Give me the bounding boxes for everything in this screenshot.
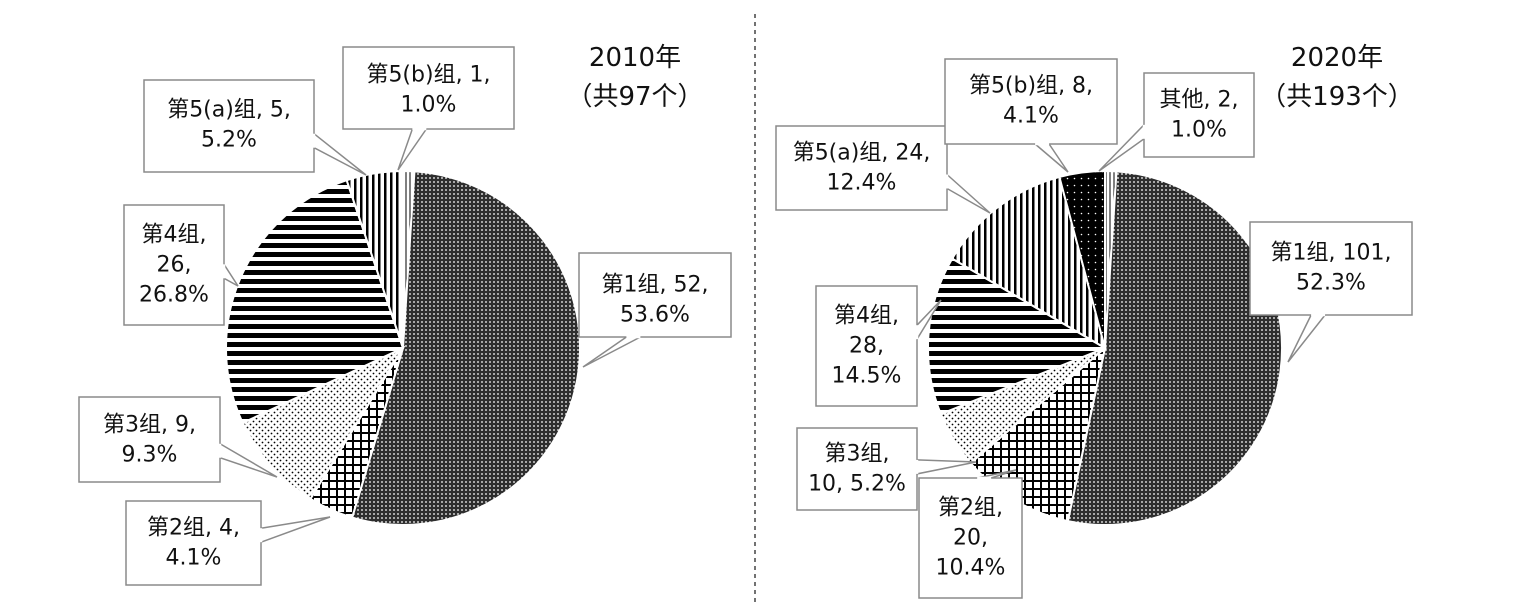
slice-label: 1.0%	[1171, 118, 1227, 143]
pie-slice	[345, 169, 404, 349]
callout-pointer	[1033, 143, 1069, 173]
pie-chart-2020: 2020年 （共193个） 其他, 2, 1.0% 第1组, 101, 52.3% 第2组,…	[775, 43, 1414, 599]
slice-label: 第5(a)组, 24,	[793, 141, 931, 166]
callout-pointer	[397, 128, 428, 171]
slice-label: 1.0%	[401, 93, 457, 118]
slice-label: 其他, 2,	[1160, 88, 1239, 113]
callout-box	[944, 58, 1118, 145]
callout-pointer	[916, 459, 977, 475]
callout-box	[125, 500, 262, 586]
slice-label: 第5(b)组, 8,	[969, 74, 1093, 99]
slice-label: 20,	[953, 526, 988, 551]
slice-label: 10, 5.2%	[808, 472, 906, 497]
slice-label: 53.6%	[620, 303, 690, 328]
slice-label: 第3组,	[825, 442, 890, 467]
callout-pointer	[223, 261, 239, 287]
callout-box	[123, 204, 225, 326]
callout-pointer	[1287, 314, 1327, 363]
slice-label: 5.2%	[201, 128, 257, 153]
callout-box	[796, 427, 918, 511]
callout-box	[815, 285, 918, 407]
callout-box	[918, 477, 1023, 599]
slice-label: 第2组,	[938, 496, 1003, 521]
slice-label: 14.5%	[832, 364, 902, 389]
slice-label: 4.1%	[1003, 104, 1059, 129]
pie-slice	[350, 170, 581, 526]
pie-slice	[241, 345, 406, 501]
slice-callout: 第5(b)组, 8, 4.1%	[944, 58, 1118, 173]
slice-callout: 第5(b)组, 1, 1.0%	[342, 46, 515, 171]
slice-callout: 第4组, 28, 14.5%	[815, 285, 942, 407]
callout-box	[143, 79, 315, 173]
slice-callout: 第2组, 4, 4.1%	[125, 500, 331, 586]
pie-slice	[950, 175, 1107, 351]
slice-callout: 第2组, 20, 10.4%	[918, 469, 1023, 599]
slice-label: 第3组, 9,	[103, 413, 196, 438]
slice-label: 第4组,	[142, 223, 207, 248]
callout-pointer	[260, 516, 331, 544]
slice-label: 第5(b)组, 1,	[366, 63, 490, 88]
callout-pointer	[313, 132, 367, 176]
pie-slice	[224, 178, 405, 425]
slice-callout: 第5(a)组, 5, 5.2%	[143, 79, 367, 176]
callout-box	[342, 46, 515, 130]
slice-callout: 第1组, 52, 53.6%	[578, 252, 732, 368]
slice-label: 10.4%	[936, 556, 1006, 581]
slice-label: 26.8%	[139, 283, 209, 308]
slice-label: 4.1%	[166, 546, 222, 571]
callout-pointer	[946, 172, 991, 214]
slice-label: 28,	[849, 334, 884, 359]
slice-label: 9.3%	[122, 443, 178, 468]
slice-callout: 第1组, 101, 52.3%	[1249, 221, 1413, 363]
slice-label: 第1组, 52,	[602, 273, 709, 298]
slice-label: 第1组, 101,	[1271, 241, 1392, 266]
slice-label: 第2组, 4,	[147, 516, 240, 541]
callout-box	[78, 396, 221, 483]
callout-pointer	[582, 336, 641, 368]
pie-slice	[927, 257, 1108, 416]
callout-box	[578, 252, 732, 338]
pie-slice	[1058, 169, 1106, 349]
callout-box	[1143, 72, 1255, 158]
slice-label: 52.3%	[1296, 271, 1366, 296]
slice-label: 26,	[157, 253, 192, 278]
slice-label: 第4组,	[834, 304, 899, 329]
callout-box	[775, 125, 948, 211]
chart-subtitle: （共97个）	[566, 82, 703, 112]
slice-callout: 其他, 2, 1.0%	[1098, 72, 1255, 172]
slice-callout: 第3组, 10, 5.2%	[796, 427, 977, 511]
chart-title: 2020年	[1291, 43, 1383, 73]
pie-slice	[1066, 170, 1284, 526]
callout-box	[1249, 221, 1413, 316]
slice-label: 第5(a)组, 5,	[167, 98, 291, 123]
slice-callout: 第3组, 9, 9.3%	[78, 396, 278, 483]
slice-callout: 第5(a)组, 24, 12.4%	[775, 125, 991, 214]
chart-subtitle: （共193个）	[1260, 82, 1414, 112]
slice-callout: 第4组, 26, 26.8%	[123, 204, 239, 326]
slice-label: 12.4%	[827, 171, 897, 196]
pie-chart-2010: 2010年 （共97个） 第5(b)组, 1, 1.0% 第1组, 52, 53.6% 第2…	[78, 43, 732, 586]
chart-title: 2010年	[589, 43, 681, 73]
